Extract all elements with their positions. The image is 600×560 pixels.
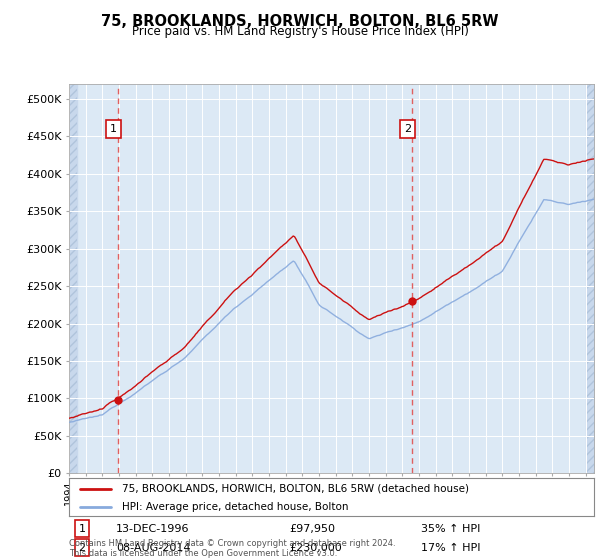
Text: £97,950: £97,950: [290, 524, 335, 534]
Text: 1: 1: [79, 524, 86, 534]
Text: HPI: Average price, detached house, Bolton: HPI: Average price, detached house, Bolt…: [121, 502, 348, 512]
Text: 08-AUG-2014: 08-AUG-2014: [116, 543, 191, 553]
Text: Price paid vs. HM Land Registry's House Price Index (HPI): Price paid vs. HM Land Registry's House …: [131, 25, 469, 38]
Text: 13-DEC-1996: 13-DEC-1996: [116, 524, 190, 534]
Text: 75, BROOKLANDS, HORWICH, BOLTON, BL6 5RW: 75, BROOKLANDS, HORWICH, BOLTON, BL6 5RW: [101, 14, 499, 29]
Text: 1: 1: [110, 124, 116, 134]
Text: £230,000: £230,000: [290, 543, 342, 553]
Text: Contains HM Land Registry data © Crown copyright and database right 2024.
This d: Contains HM Land Registry data © Crown c…: [69, 539, 395, 558]
Text: 2: 2: [79, 543, 86, 553]
Text: 35% ↑ HPI: 35% ↑ HPI: [421, 524, 480, 534]
Text: 17% ↑ HPI: 17% ↑ HPI: [421, 543, 480, 553]
Text: 2: 2: [404, 124, 411, 134]
Text: 75, BROOKLANDS, HORWICH, BOLTON, BL6 5RW (detached house): 75, BROOKLANDS, HORWICH, BOLTON, BL6 5RW…: [121, 484, 469, 494]
